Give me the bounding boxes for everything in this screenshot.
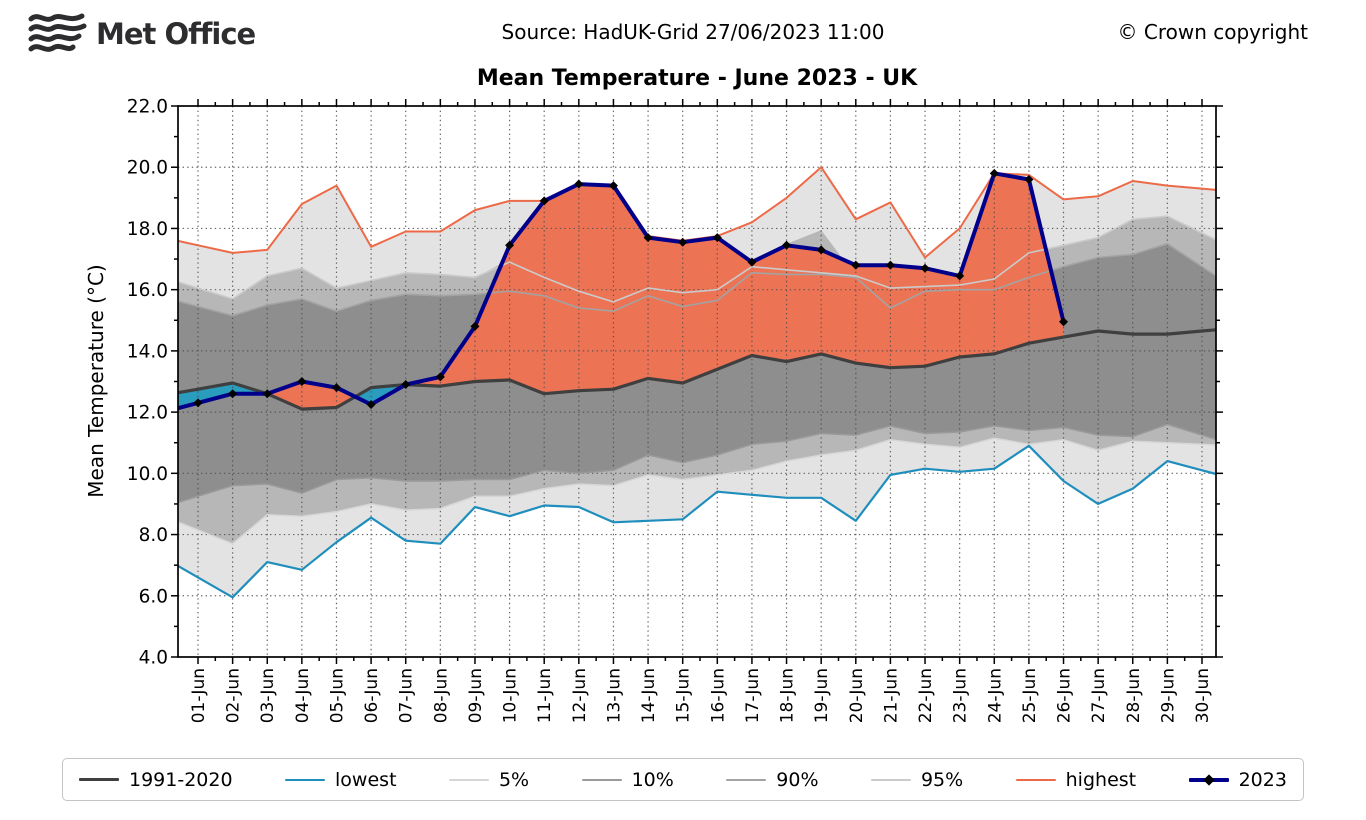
line-lowest bbox=[177, 444, 1217, 599]
svg-text:12.0: 12.0 bbox=[127, 403, 168, 424]
legend-item-95pct: 95% bbox=[870, 769, 963, 791]
svg-text:12-Jun: 12-Jun bbox=[570, 668, 590, 723]
legend-swatch bbox=[1015, 778, 1056, 781]
line-95pct bbox=[177, 215, 1217, 303]
svg-text:09-Jun: 09-Jun bbox=[466, 668, 486, 723]
svg-text:13-Jun: 13-Jun bbox=[604, 668, 624, 723]
diamond-marker-icon bbox=[1202, 773, 1215, 786]
svg-text:21-Jun: 21-Jun bbox=[881, 668, 901, 723]
met-office-logo-text: Met Office bbox=[96, 17, 256, 51]
legend-swatch bbox=[726, 778, 767, 781]
svg-text:18-Jun: 18-Jun bbox=[778, 668, 798, 723]
legend-item-lowest: lowest bbox=[285, 769, 397, 791]
legend-swatch bbox=[448, 778, 489, 781]
legend-swatch bbox=[581, 778, 622, 781]
legend-item-2023: 2023 bbox=[1188, 769, 1287, 791]
svg-text:04-Jun: 04-Jun bbox=[293, 668, 313, 723]
met-office-waves-icon bbox=[28, 10, 88, 58]
svg-text:22.0: 22.0 bbox=[127, 97, 168, 118]
svg-text:24-Jun: 24-Jun bbox=[985, 668, 1005, 723]
svg-text:07-Jun: 07-Jun bbox=[397, 668, 417, 723]
svg-text:25-Jun: 25-Jun bbox=[1020, 668, 1040, 723]
svg-text:28-Jun: 28-Jun bbox=[1124, 668, 1144, 723]
legend-item-90pct: 90% bbox=[726, 769, 819, 791]
svg-text:30-Jun: 30-Jun bbox=[1193, 668, 1213, 723]
svg-text:02-Jun: 02-Jun bbox=[224, 668, 244, 723]
svg-text:08-Jun: 08-Jun bbox=[431, 668, 451, 723]
svg-text:20.0: 20.0 bbox=[127, 158, 168, 179]
band-lowest-to-5pct bbox=[178, 438, 1216, 598]
svg-text:10.0: 10.0 bbox=[127, 464, 168, 485]
legend-swatch bbox=[870, 778, 911, 781]
svg-text:10-Jun: 10-Jun bbox=[501, 668, 521, 723]
band-95pct-to-highest bbox=[178, 167, 1216, 302]
source-text: Source: HadUK-Grid 27/06/2023 11:00 bbox=[501, 20, 885, 44]
svg-text:19-Jun: 19-Jun bbox=[812, 668, 832, 723]
legend-item-1991-2020: 1991-2020 bbox=[79, 769, 233, 791]
cool-anomaly-fill bbox=[178, 383, 406, 409]
tick-labels: 4.0 6.0 8.0 10.0 12.0 14.0 16.0 18.0 20.0 22.0 01-… bbox=[127, 97, 1213, 724]
legend-item-10pct: 10% bbox=[581, 769, 674, 791]
legend-item-highest: highest bbox=[1015, 769, 1136, 791]
svg-text:6.0: 6.0 bbox=[139, 586, 168, 607]
line-10pct bbox=[177, 423, 1217, 504]
svg-text:16.0: 16.0 bbox=[127, 280, 168, 301]
svg-text:06-Jun: 06-Jun bbox=[362, 668, 382, 723]
svg-text:11-Jun: 11-Jun bbox=[535, 668, 555, 723]
band-90-to-95pct bbox=[178, 216, 1216, 316]
svg-text:15-Jun: 15-Jun bbox=[674, 668, 694, 723]
svg-text:23-Jun: 23-Jun bbox=[951, 668, 971, 723]
svg-text:22-Jun: 22-Jun bbox=[916, 668, 936, 723]
chart-title: Mean Temperature - June 2023 - UK bbox=[476, 66, 918, 91]
svg-text:05-Jun: 05-Jun bbox=[327, 668, 347, 723]
svg-text:01-Jun: 01-Jun bbox=[189, 668, 209, 723]
line-5pct bbox=[177, 437, 1217, 545]
svg-text:14.0: 14.0 bbox=[127, 341, 168, 362]
grid-lines bbox=[178, 106, 1216, 657]
svg-text:03-Jun: 03-Jun bbox=[258, 668, 278, 723]
svg-text:14-Jun: 14-Jun bbox=[639, 668, 659, 723]
line-1991-2020-average bbox=[177, 328, 1217, 411]
svg-text:16-Jun: 16-Jun bbox=[708, 668, 728, 723]
markers-2023 bbox=[193, 168, 1069, 409]
met-office-logo: Met Office bbox=[28, 10, 256, 58]
chart-legend: 1991-2020 lowest 5% 10% 90% 95% highest … bbox=[62, 758, 1304, 801]
svg-text:8.0: 8.0 bbox=[139, 525, 168, 546]
svg-text:4.0: 4.0 bbox=[139, 648, 168, 669]
legend-swatch bbox=[79, 778, 119, 781]
svg-text:29-Jun: 29-Jun bbox=[1158, 668, 1178, 723]
svg-text:27-Jun: 27-Jun bbox=[1089, 668, 1109, 723]
copyright-text: © Crown copyright bbox=[1117, 20, 1309, 44]
axis-ticks bbox=[171, 99, 1223, 664]
svg-text:26-Jun: 26-Jun bbox=[1055, 668, 1075, 723]
legend-swatch bbox=[1188, 773, 1229, 786]
svg-text:17-Jun: 17-Jun bbox=[743, 668, 763, 723]
legend-swatch bbox=[285, 778, 326, 781]
line-90pct bbox=[177, 243, 1217, 317]
svg-text:20-Jun: 20-Jun bbox=[847, 668, 867, 723]
legend-item-5pct: 5% bbox=[448, 769, 529, 791]
svg-text:18.0: 18.0 bbox=[127, 219, 168, 240]
